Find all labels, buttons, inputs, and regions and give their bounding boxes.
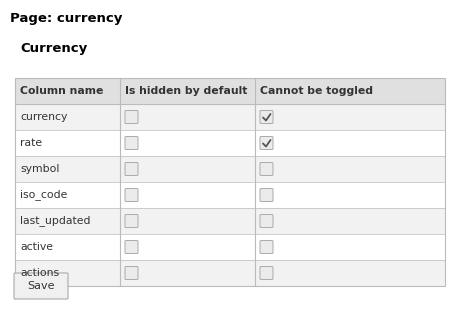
FancyBboxPatch shape [125,188,138,202]
Text: Cannot be toggled: Cannot be toggled [260,86,373,96]
FancyBboxPatch shape [260,214,273,228]
FancyBboxPatch shape [260,188,273,202]
FancyBboxPatch shape [260,110,273,124]
Bar [15,104,445,130]
Bar [15,208,445,234]
FancyBboxPatch shape [260,240,273,254]
Text: Currency: Currency [20,42,87,55]
Text: Page: currency: Page: currency [10,12,123,25]
FancyBboxPatch shape [14,273,68,299]
Text: currency: currency [20,112,67,122]
Text: Is hidden by default: Is hidden by default [125,86,247,96]
Bar [15,78,445,286]
Bar [15,182,445,208]
FancyBboxPatch shape [125,162,138,176]
Text: symbol: symbol [20,164,59,174]
Text: last_updated: last_updated [20,215,90,226]
Bar [15,234,445,260]
Bar [15,156,445,182]
Bar [15,78,445,286]
Text: active: active [20,242,53,252]
FancyBboxPatch shape [260,136,273,150]
FancyBboxPatch shape [125,266,138,280]
FancyBboxPatch shape [260,162,273,176]
Bar [15,260,445,286]
Text: Column name: Column name [20,86,103,96]
Bar [15,78,445,104]
FancyBboxPatch shape [125,214,138,228]
Text: Save: Save [27,281,55,291]
FancyBboxPatch shape [125,136,138,150]
Bar [15,130,445,156]
FancyBboxPatch shape [125,240,138,254]
FancyBboxPatch shape [125,110,138,124]
FancyBboxPatch shape [260,266,273,280]
Text: actions: actions [20,268,59,278]
Text: iso_code: iso_code [20,189,67,200]
Text: rate: rate [20,138,42,148]
